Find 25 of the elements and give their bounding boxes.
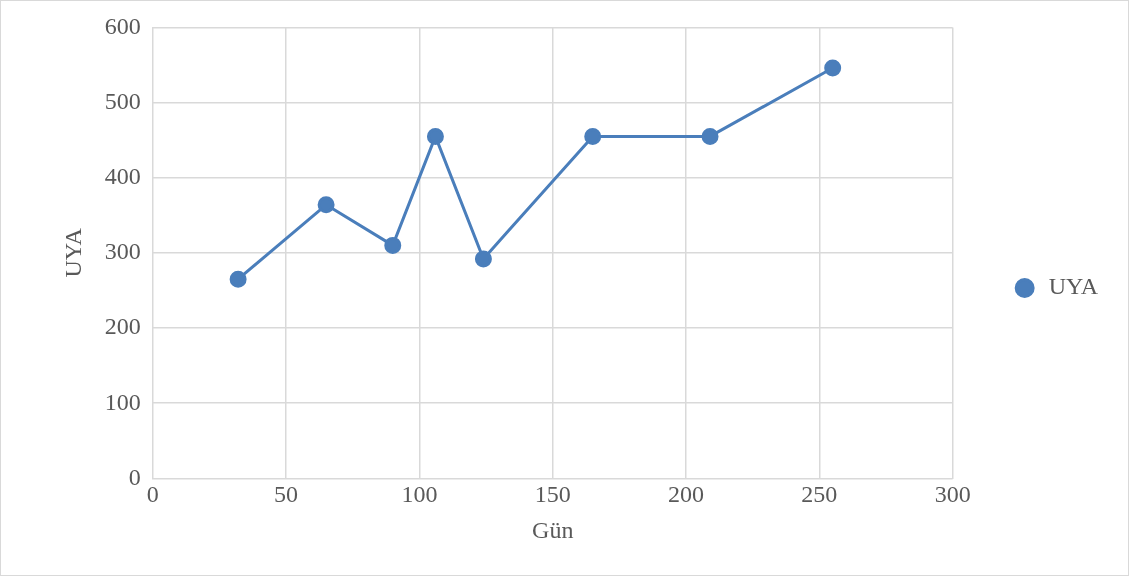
y-tick-label: 500: [104, 87, 141, 114]
x-tick-label: 250: [801, 481, 838, 508]
x-axis-title: Gün: [532, 516, 574, 543]
y-tick-label: 100: [104, 388, 141, 415]
point: [474, 250, 492, 268]
x-tick-label: 0: [146, 481, 159, 508]
point: [317, 196, 335, 214]
point: [701, 127, 719, 145]
x-tick-label: 150: [534, 481, 571, 508]
point: [426, 127, 444, 145]
y-tick-label: 600: [104, 12, 141, 39]
x-tick-label: 200: [668, 481, 705, 508]
y-axis-title: UYA: [59, 227, 86, 278]
x-tick-label: 300: [934, 481, 971, 508]
point: [824, 59, 842, 77]
x-tick-label: 100: [401, 481, 438, 508]
point: [229, 270, 247, 288]
y-tick-label: 400: [104, 163, 141, 190]
y-tick-label: 200: [104, 313, 141, 340]
point: [584, 127, 602, 145]
y-tick-label: 300: [104, 238, 141, 265]
legend-label: UYA: [1048, 273, 1099, 300]
point: [384, 236, 402, 254]
x-tick-label: 50: [274, 481, 299, 508]
y-tick-label: 0: [128, 463, 141, 490]
